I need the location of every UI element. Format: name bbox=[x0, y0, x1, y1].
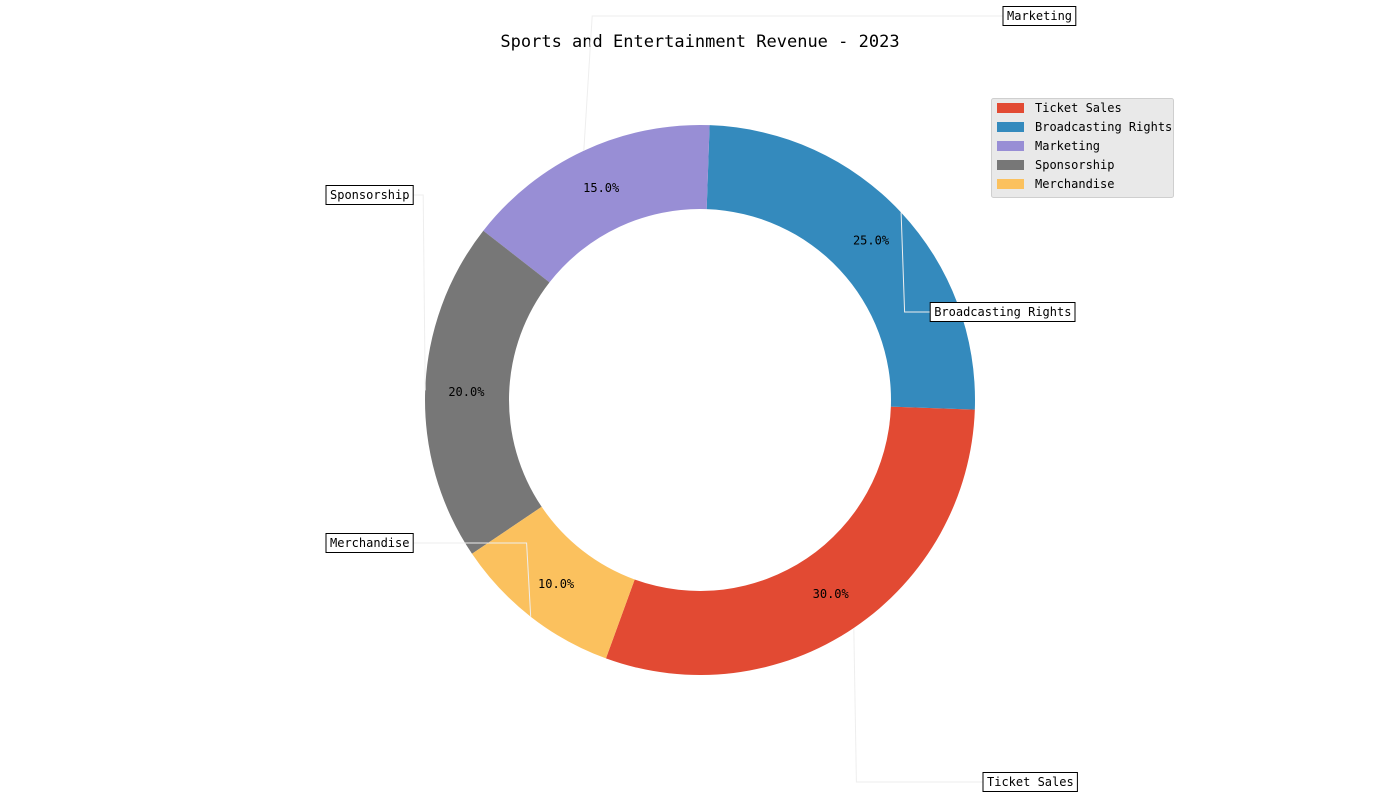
legend-label-merchandise: Merchandise bbox=[1035, 177, 1114, 191]
callout-label-marketing: Marketing bbox=[1007, 9, 1072, 23]
callout-line-sponsorship bbox=[326, 194, 426, 391]
slice-ticket-sales bbox=[605, 406, 975, 675]
legend-entries: Ticket Sales Broadcasting Rights Marketing… bbox=[997, 101, 1172, 191]
callout-label-sponsorship: Sponsorship bbox=[330, 188, 409, 202]
callout-box-ticket-sales bbox=[982, 772, 1078, 792]
legend-swatch-sponsorship bbox=[997, 160, 1024, 170]
legend-label-ticket-sales: Ticket Sales bbox=[1035, 101, 1122, 115]
donut-slices bbox=[424, 125, 975, 675]
callout-box-marketing bbox=[1002, 6, 1077, 26]
legend-swatch-ticket-sales bbox=[997, 103, 1024, 113]
legend-frame bbox=[991, 98, 1174, 198]
callout-label-ticket-sales: Ticket Sales bbox=[987, 775, 1074, 789]
legend-label-sponsorship: Sponsorship bbox=[1035, 158, 1114, 172]
callout-box-sponsorship bbox=[325, 185, 414, 205]
legend-swatch-broadcasting-rights bbox=[997, 122, 1024, 132]
slice-callouts: Ticket Sales Broadcasting Rights Marketing… bbox=[325, 6, 1078, 792]
legend: Ticket Sales Broadcasting Rights Marketing… bbox=[991, 98, 1174, 198]
percent-label-merchandise: 10.0% bbox=[538, 577, 575, 591]
chart-title: Sports and Entertainment Revenue - 2023 bbox=[500, 32, 899, 52]
slice-sponsorship bbox=[424, 230, 550, 554]
percent-label-sponsorship: 20.0% bbox=[448, 385, 485, 399]
legend-swatch-marketing bbox=[997, 141, 1024, 151]
slice-broadcasting-rights bbox=[706, 125, 975, 410]
slice-marketing bbox=[483, 125, 710, 283]
legend-label-marketing: Marketing bbox=[1035, 139, 1100, 153]
callout-box-broadcasting-rights bbox=[929, 302, 1076, 322]
callout-label-broadcasting-rights: Broadcasting Rights bbox=[934, 305, 1071, 319]
percent-labels: 30.0% 25.0% 15.0% 20.0% 10.0% bbox=[448, 181, 889, 601]
percent-label-marketing: 15.0% bbox=[583, 181, 620, 195]
callout-box-merchandise bbox=[325, 533, 414, 553]
slice-merchandise bbox=[472, 506, 635, 659]
percent-label-broadcasting-rights: 25.0% bbox=[853, 234, 890, 248]
callout-label-merchandise: Merchandise bbox=[330, 536, 409, 550]
legend-label-broadcasting-rights: Broadcasting Rights bbox=[1035, 120, 1172, 134]
callout-line-marketing bbox=[583, 15, 1003, 151]
percent-label-ticket-sales: 30.0% bbox=[813, 587, 850, 601]
callout-line-ticket-sales bbox=[853, 627, 983, 783]
legend-swatch-merchandise bbox=[997, 179, 1024, 189]
